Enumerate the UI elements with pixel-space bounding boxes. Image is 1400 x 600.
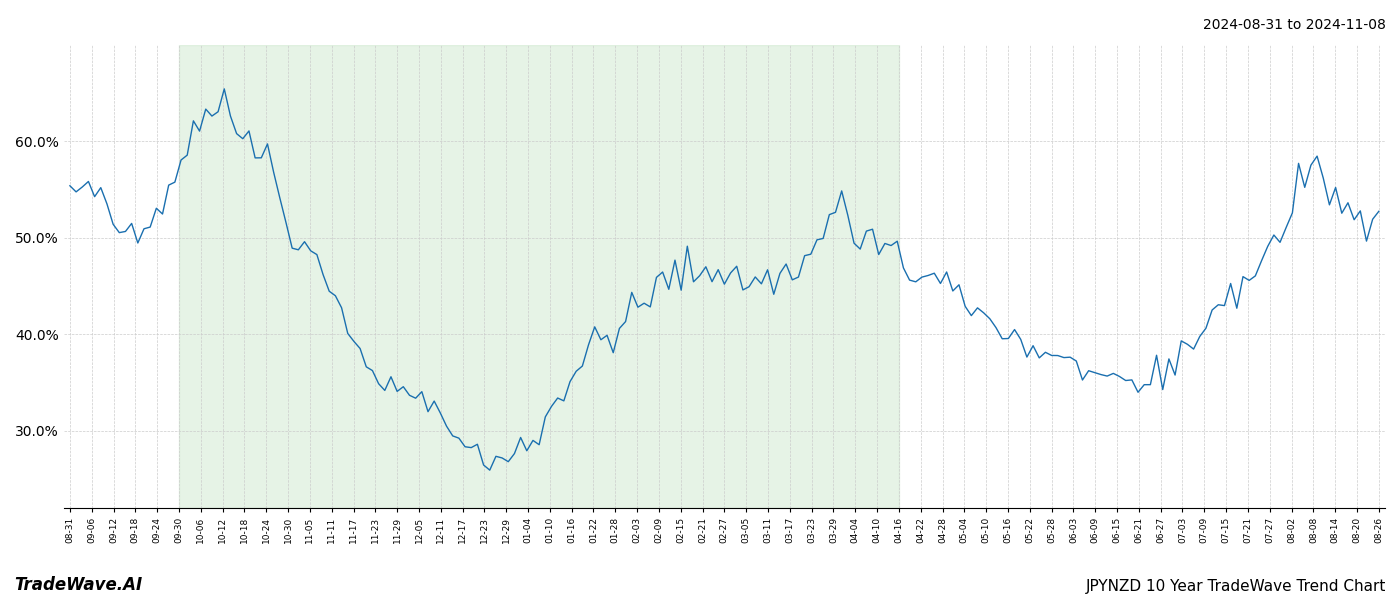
Text: JPYNZD 10 Year TradeWave Trend Chart: JPYNZD 10 Year TradeWave Trend Chart: [1085, 579, 1386, 594]
Text: TradeWave.AI: TradeWave.AI: [14, 576, 143, 594]
Text: 2024-08-31 to 2024-11-08: 2024-08-31 to 2024-11-08: [1203, 18, 1386, 32]
Bar: [179, 45, 899, 508]
